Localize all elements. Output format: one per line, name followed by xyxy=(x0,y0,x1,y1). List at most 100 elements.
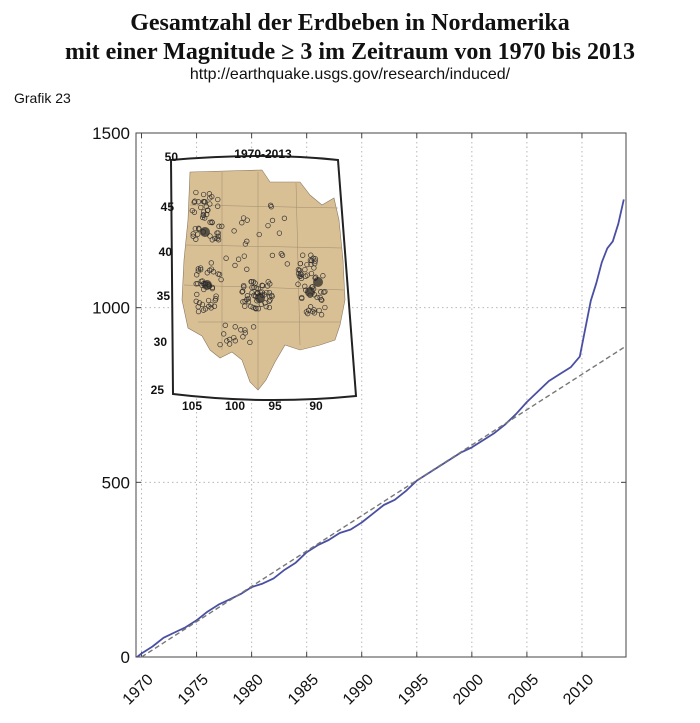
epicenter-marker xyxy=(208,305,214,311)
epicenter-cluster xyxy=(313,277,323,287)
epicenter-marker xyxy=(189,207,195,214)
inset-map-longitude-label: 90 xyxy=(309,399,323,413)
epicenter-marker xyxy=(266,304,273,311)
epicenter-marker xyxy=(218,276,224,283)
epicenter-marker xyxy=(209,237,215,243)
epicenter-marker xyxy=(232,338,238,344)
epicenter-marker xyxy=(192,225,198,232)
epicenter-marker xyxy=(200,214,206,221)
y-tick-label: 0 xyxy=(121,648,130,667)
epicenter-marker xyxy=(205,207,211,213)
epicenter-marker xyxy=(241,284,247,290)
epicenter-marker xyxy=(193,236,199,242)
epicenter-marker xyxy=(245,299,252,305)
inset-map-latitude-label: 25 xyxy=(151,383,165,397)
epicenter-marker xyxy=(215,233,221,239)
epicenter-marker xyxy=(201,199,207,205)
epicenter-marker xyxy=(295,267,302,273)
epicenter-marker xyxy=(200,209,207,215)
epicenter-marker xyxy=(222,322,228,328)
x-tick-label: 2005 xyxy=(505,671,542,708)
epicenter-marker xyxy=(256,231,262,238)
epicenter-marker xyxy=(269,217,276,224)
epicenter-marker xyxy=(303,309,310,315)
inset-map-boundary xyxy=(185,244,343,249)
epicenter-marker xyxy=(249,284,255,291)
figure-label: Grafik 23 xyxy=(14,90,71,106)
epicenter-cluster xyxy=(305,287,315,297)
epicenter-marker xyxy=(279,252,286,258)
epicenter-marker xyxy=(219,223,225,229)
cumulative-count-line xyxy=(136,199,625,658)
epicenter-marker xyxy=(299,294,305,301)
x-tick-label: 1975 xyxy=(175,671,212,708)
epicenter-marker xyxy=(247,339,253,346)
x-tick-label: 1970 xyxy=(120,671,157,708)
epicenter-marker xyxy=(244,266,250,272)
epicenter-marker xyxy=(209,193,215,200)
epicenter-marker xyxy=(253,306,259,312)
epicenter-marker xyxy=(297,273,304,279)
inset-map-latitude-label: 30 xyxy=(154,335,168,349)
epicenter-marker xyxy=(297,260,303,267)
inset-map-title: 1970-2013 xyxy=(234,147,292,161)
epicenter-marker xyxy=(318,312,325,318)
epicenter-marker xyxy=(250,324,257,330)
epicenter-marker xyxy=(207,219,213,225)
epicenter-marker xyxy=(224,338,230,344)
epicenter-marker xyxy=(319,297,325,303)
epicenter-marker xyxy=(312,258,318,264)
inset-map-land xyxy=(181,169,346,391)
epicenter-marker xyxy=(239,220,245,226)
epicenter-marker xyxy=(242,330,248,336)
inset-map-latitude-label: 50 xyxy=(165,150,179,164)
epicenter-marker xyxy=(316,307,322,314)
epicenter-marker xyxy=(278,251,284,257)
epicenter-marker xyxy=(193,189,199,196)
epicenter-marker xyxy=(245,295,252,302)
epicenter-marker xyxy=(207,201,213,207)
epicenter-marker xyxy=(314,294,320,301)
epicenter-marker xyxy=(276,230,283,236)
epicenter-marker xyxy=(312,260,318,267)
epicenter-marker xyxy=(266,294,273,300)
epicenter-marker xyxy=(308,252,314,258)
epicenter-cluster xyxy=(200,227,210,237)
chart-title-line-1: Gesamtzahl der Erdbeben in Nordamerika xyxy=(130,10,570,36)
epicenter-marker xyxy=(300,252,306,258)
y-tick-label: 500 xyxy=(102,473,130,492)
epicenter-marker xyxy=(215,196,221,203)
epicenter-marker xyxy=(217,341,223,348)
epicenter-marker xyxy=(240,215,247,221)
epicenter-marker xyxy=(195,304,201,310)
epicenter-marker xyxy=(190,233,196,239)
epicenter-marker xyxy=(255,286,261,292)
epicenter-marker xyxy=(302,283,308,289)
epicenter-marker xyxy=(244,293,251,299)
epicenter-marker xyxy=(198,204,204,211)
epicenter-marker xyxy=(322,304,328,311)
epicenter-marker xyxy=(248,279,255,285)
epicenter-marker xyxy=(209,219,215,225)
x-tick-label: 2010 xyxy=(560,671,597,708)
epicenter-marker xyxy=(202,306,209,312)
epicenter-cluster xyxy=(255,293,265,303)
epicenter-marker xyxy=(322,288,328,295)
epicenter-marker xyxy=(198,278,204,285)
epicenter-marker xyxy=(302,266,308,273)
epicenter-marker xyxy=(242,298,248,305)
epicenter-marker xyxy=(264,289,270,296)
x-tick-label: 1980 xyxy=(230,671,267,708)
epicenter-marker xyxy=(193,298,199,304)
epicenter-marker xyxy=(195,268,201,274)
inset-map-latitude-label: 35 xyxy=(157,289,171,303)
plot-frame xyxy=(135,132,627,658)
epicenter-marker xyxy=(215,230,221,236)
epicenter-marker xyxy=(265,222,271,229)
x-tick-label: 1995 xyxy=(395,671,432,708)
epicenter-marker xyxy=(320,273,326,279)
epicenter-marker xyxy=(192,198,198,204)
epicenter-marker xyxy=(215,203,221,209)
inset-map-latitude-label: 45 xyxy=(161,200,175,214)
